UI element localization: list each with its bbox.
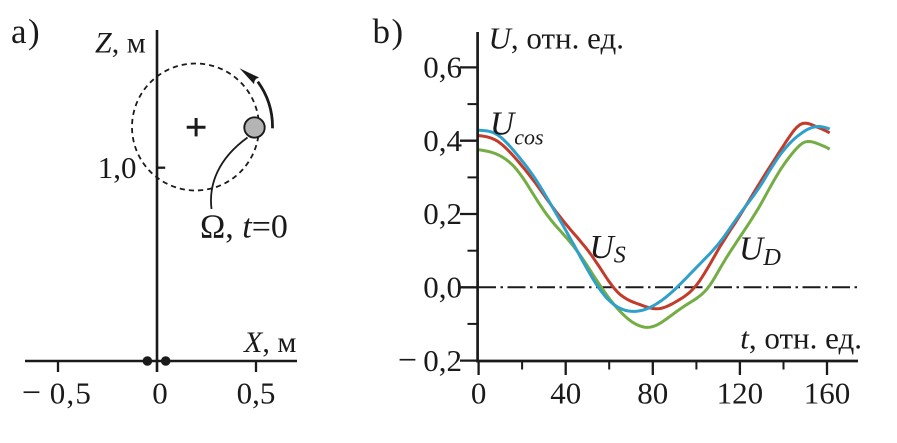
svg-text:Z, м: Z, м: [95, 27, 146, 60]
svg-text:0,6: 0,6: [423, 50, 462, 85]
svg-text:UD: UD: [739, 231, 781, 271]
svg-text:1,0: 1,0: [98, 150, 137, 185]
svg-text:0: 0: [152, 376, 168, 411]
svg-text:0,2: 0,2: [423, 196, 462, 231]
svg-text:− 0,5: − 0,5: [22, 375, 92, 412]
svg-text:40: 40: [550, 376, 581, 411]
svg-text:Ω, t=0: Ω, t=0: [200, 209, 288, 246]
svg-text:0,5: 0,5: [237, 376, 276, 411]
svg-text:U, отн. ед.: U, отн. ед.: [489, 21, 625, 56]
svg-text:X, м: X, м: [243, 326, 296, 359]
svg-text:0: 0: [471, 376, 487, 411]
svg-text:b): b): [373, 12, 405, 51]
svg-text:80: 80: [637, 376, 668, 411]
svg-text:t, отн. ед.: t, отн. ед.: [740, 321, 862, 356]
svg-text:160: 160: [804, 376, 851, 411]
svg-text:120: 120: [717, 376, 764, 411]
svg-text:0,4: 0,4: [423, 123, 462, 158]
svg-text:− 0,2: − 0,2: [398, 342, 462, 379]
svg-text:a): a): [11, 12, 41, 51]
svg-text:0,0: 0,0: [423, 270, 462, 305]
